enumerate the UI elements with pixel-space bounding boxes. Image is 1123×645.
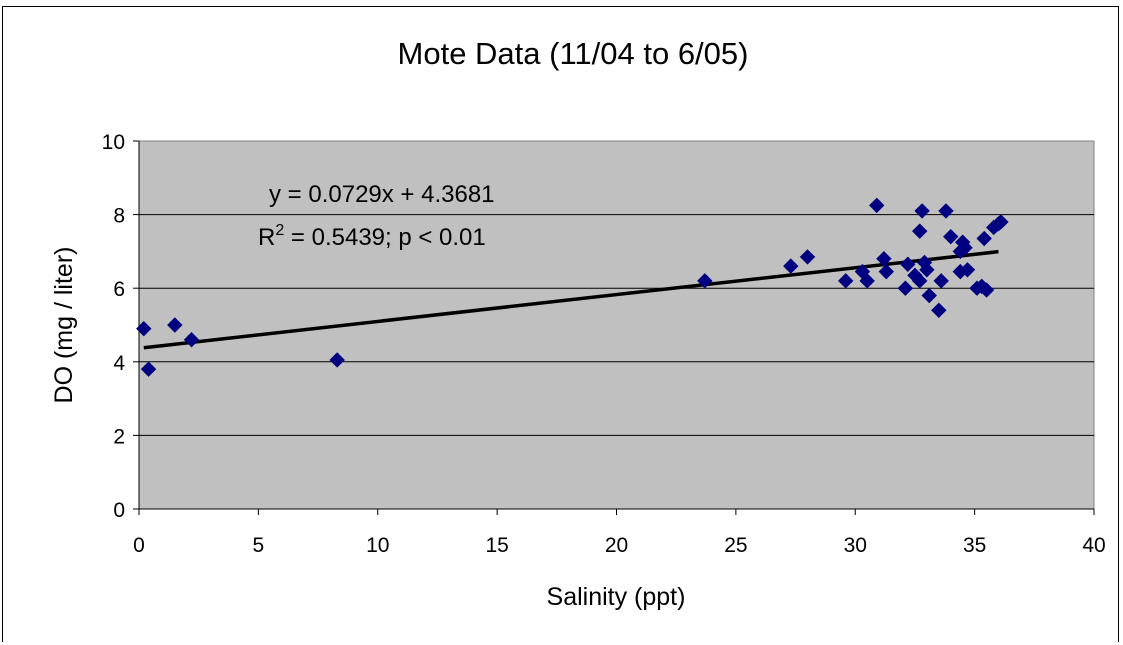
x-tick-label: 25 [724, 534, 747, 557]
data-point [878, 263, 894, 280]
y-tick-label: 2 [113, 425, 125, 448]
x-tick-label: 10 [366, 534, 389, 557]
grid-lines [139, 214, 1094, 436]
x-tick-label: 30 [844, 534, 867, 557]
data-point [938, 203, 954, 219]
x-tick-label: 0 [133, 534, 145, 557]
data-point [912, 223, 928, 239]
data-point [978, 282, 995, 298]
trendline [143, 249, 999, 350]
data-point [957, 240, 973, 256]
x-axis-ticks: 0 5 10 15 20 25 30 35 40 [133, 141, 1106, 557]
x-tick-label: 5 [253, 534, 265, 557]
data-point [912, 273, 928, 289]
y-axis-label: DO (mg / liter) [50, 247, 78, 404]
chart-title: Mote Data (11/04 to 6/05) [398, 36, 749, 71]
chart-frame [2, 6, 1119, 642]
data-point [993, 214, 1009, 230]
y-tick-label: 6 [113, 278, 125, 301]
data-point [799, 249, 816, 265]
data-point [897, 280, 914, 296]
data-point [943, 228, 959, 245]
data-points [136, 197, 1009, 377]
x-tick-label: 40 [1082, 534, 1105, 557]
trendline-group [143, 249, 999, 350]
data-point [869, 197, 885, 214]
x-tick-label: 15 [485, 534, 508, 557]
data-point [959, 262, 976, 278]
data-point [837, 273, 854, 289]
x-axis-label: Salinity (ppt) [547, 583, 686, 611]
data-point [919, 262, 935, 278]
r-squared-prefix: R [258, 224, 275, 251]
data-point [876, 251, 892, 267]
data-point [183, 332, 200, 348]
data-point [933, 273, 949, 289]
data-point [140, 361, 157, 377]
y-tick-label: 8 [113, 205, 125, 228]
x-tick-label: 20 [605, 534, 628, 557]
data-point [921, 287, 937, 304]
y-tick-label: 0 [113, 499, 125, 522]
data-point [976, 230, 992, 247]
r-squared-label: R2 = 0.5439; p < 0.01 [258, 222, 486, 251]
r-squared-suffix: = 0.5439; p < 0.01 [284, 224, 486, 251]
data-point [167, 317, 183, 333]
data-point [859, 273, 875, 289]
trendline-equation: y = 0.0729x + 4.3681 [269, 181, 495, 208]
data-point [783, 258, 799, 274]
y-tick-label: 10 [102, 131, 125, 154]
data-point [900, 256, 916, 272]
y-tick-label: 4 [113, 352, 125, 375]
data-point [914, 203, 930, 219]
x-tick-label: 35 [963, 534, 986, 557]
data-point [697, 273, 713, 289]
data-point [136, 320, 152, 337]
r-squared-superscript: 2 [275, 222, 284, 239]
data-point [329, 352, 345, 368]
y-axis-ticks: 0 2 4 6 8 10 [102, 131, 139, 522]
data-point [931, 302, 947, 318]
